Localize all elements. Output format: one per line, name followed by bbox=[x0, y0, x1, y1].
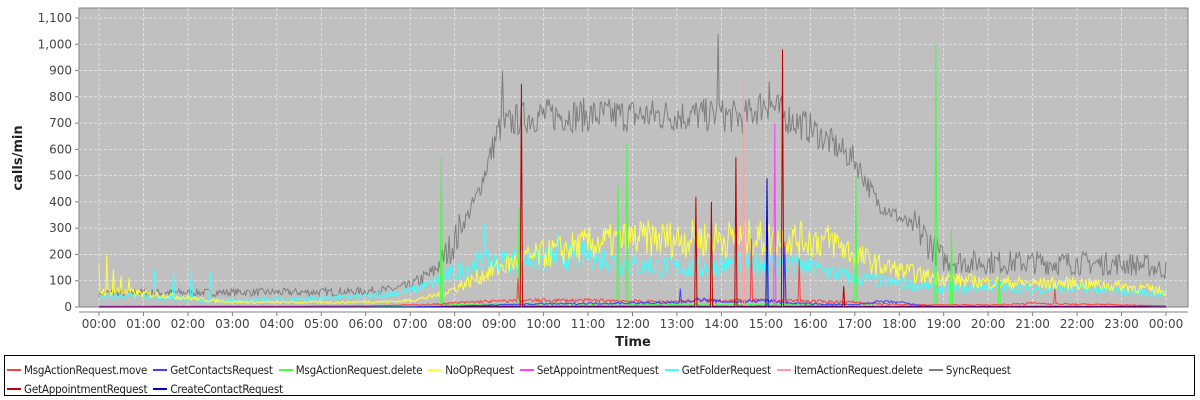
y-tick-label: 200 bbox=[49, 247, 72, 261]
x-axis-title: Time bbox=[615, 335, 651, 350]
y-tick-label: 1,100 bbox=[38, 11, 72, 25]
legend-swatch bbox=[664, 369, 679, 371]
y-tick-label: 400 bbox=[49, 195, 72, 209]
line-chart: 0 100 200 300 400 500 600 700 800 900 1,000 1,100 0… bbox=[11, 7, 1189, 350]
legend-label: ItemActionRequest.delete bbox=[793, 363, 923, 377]
y-tick-label: 500 bbox=[49, 169, 72, 183]
legend-label: SyncRequest bbox=[945, 363, 1011, 377]
legend-swatch bbox=[928, 369, 943, 371]
y-axis-title: calls/min bbox=[11, 125, 26, 190]
x-tick-label: 01:00 bbox=[126, 317, 161, 331]
x-tick-label: 15:00 bbox=[749, 317, 784, 331]
series-line-getfolderrequest bbox=[98, 222, 1167, 304]
legend-item: ItemActionRequest.delete bbox=[776, 362, 923, 379]
x-tick-label: 13:00 bbox=[660, 317, 695, 331]
legend-item: MsgActionRequest.move bbox=[7, 362, 147, 379]
x-tick-label: 10:00 bbox=[526, 317, 561, 331]
series-line-createcontactrequest bbox=[99, 178, 1166, 308]
y-tick-label: 0 bbox=[64, 300, 72, 314]
legend-item: GetFolderRequest bbox=[664, 362, 771, 379]
legend-item: GetAppointmentRequest bbox=[7, 380, 148, 397]
x-tick-label: 08:00 bbox=[437, 317, 472, 331]
x-tick-label: 07:00 bbox=[393, 317, 428, 331]
legend-swatch bbox=[153, 387, 168, 390]
legend-label: NoOpRequest bbox=[445, 363, 514, 377]
legend-item: MsgActionRequest.delete bbox=[278, 362, 423, 379]
legend-label: CreateContactRequest bbox=[170, 381, 283, 396]
legend-item: GetContactsRequest bbox=[153, 362, 273, 379]
x-tick-label: 06:00 bbox=[348, 317, 383, 331]
series-line-msgactionrequest-move bbox=[98, 238, 1167, 307]
x-tick-label: 02:00 bbox=[171, 317, 206, 331]
legend-swatch bbox=[7, 369, 21, 371]
legend-item: NoOpRequest bbox=[428, 362, 514, 379]
x-tick-label: 20:00 bbox=[971, 317, 1006, 331]
series-lines bbox=[98, 33, 1167, 308]
x-tick-label: 05:00 bbox=[304, 317, 339, 331]
legend-item: CreateContactRequest bbox=[153, 380, 283, 397]
legend-label: GetFolderRequest bbox=[681, 363, 771, 377]
x-tick-label: 03:00 bbox=[215, 317, 250, 331]
x-tick-label: 11:00 bbox=[571, 317, 606, 331]
x-tick-label: 16:00 bbox=[793, 317, 828, 331]
legend: MsgActionRequest.move GetContactsRequest M… bbox=[4, 355, 1195, 396]
x-tick-label: 22:00 bbox=[1060, 317, 1095, 331]
y-tick-label: 300 bbox=[49, 221, 72, 235]
legend-label: GetContactsRequest bbox=[170, 363, 273, 377]
x-tick-label: 04:00 bbox=[260, 317, 295, 331]
y-tick-label: 900 bbox=[49, 64, 72, 78]
legend-swatch bbox=[519, 369, 534, 371]
series-line-nooprequest bbox=[98, 220, 1167, 305]
legend-item: SyncRequest bbox=[928, 362, 1011, 379]
series-line-syncrequest bbox=[98, 33, 1167, 298]
y-tick-label: 1,000 bbox=[38, 37, 72, 51]
x-tick-label: 12:00 bbox=[615, 317, 650, 331]
legend-swatch bbox=[7, 387, 21, 390]
legend-label: MsgActionRequest.delete bbox=[295, 363, 423, 377]
legend-label: SetAppointmentRequest bbox=[536, 363, 659, 377]
x-tick-label: 19:00 bbox=[926, 317, 961, 331]
x-axis: 00:00 01:00 02:00 03:00 04:00 05:00 06:00 07:00… bbox=[82, 312, 1184, 331]
y-tick-label: 100 bbox=[49, 274, 72, 288]
x-tick-label: 00:00 bbox=[1149, 317, 1184, 331]
y-tick-label: 700 bbox=[49, 116, 72, 130]
x-tick-label: 21:00 bbox=[1015, 317, 1050, 331]
legend-swatch bbox=[428, 369, 443, 371]
legend-swatch bbox=[776, 369, 791, 371]
legend-swatch bbox=[278, 369, 293, 371]
legend-label: MsgActionRequest.move bbox=[24, 363, 148, 377]
x-tick-label: 17:00 bbox=[837, 317, 872, 331]
x-tick-label: 00:00 bbox=[82, 317, 117, 331]
legend-swatch bbox=[153, 369, 168, 371]
y-tick-label: 600 bbox=[49, 142, 72, 156]
x-tick-label: 23:00 bbox=[1104, 317, 1139, 331]
plot-area bbox=[78, 7, 1189, 308]
x-tick-label: 18:00 bbox=[882, 317, 917, 331]
legend-label: GetAppointmentRequest bbox=[24, 381, 148, 396]
x-tick-label: 09:00 bbox=[482, 317, 517, 331]
y-axis: 0 100 200 300 400 500 600 700 800 900 1,000 1,100 bbox=[38, 11, 79, 314]
x-tick-label: 14:00 bbox=[704, 317, 739, 331]
y-tick-label: 800 bbox=[49, 90, 72, 104]
legend-item: SetAppointmentRequest bbox=[519, 362, 659, 379]
